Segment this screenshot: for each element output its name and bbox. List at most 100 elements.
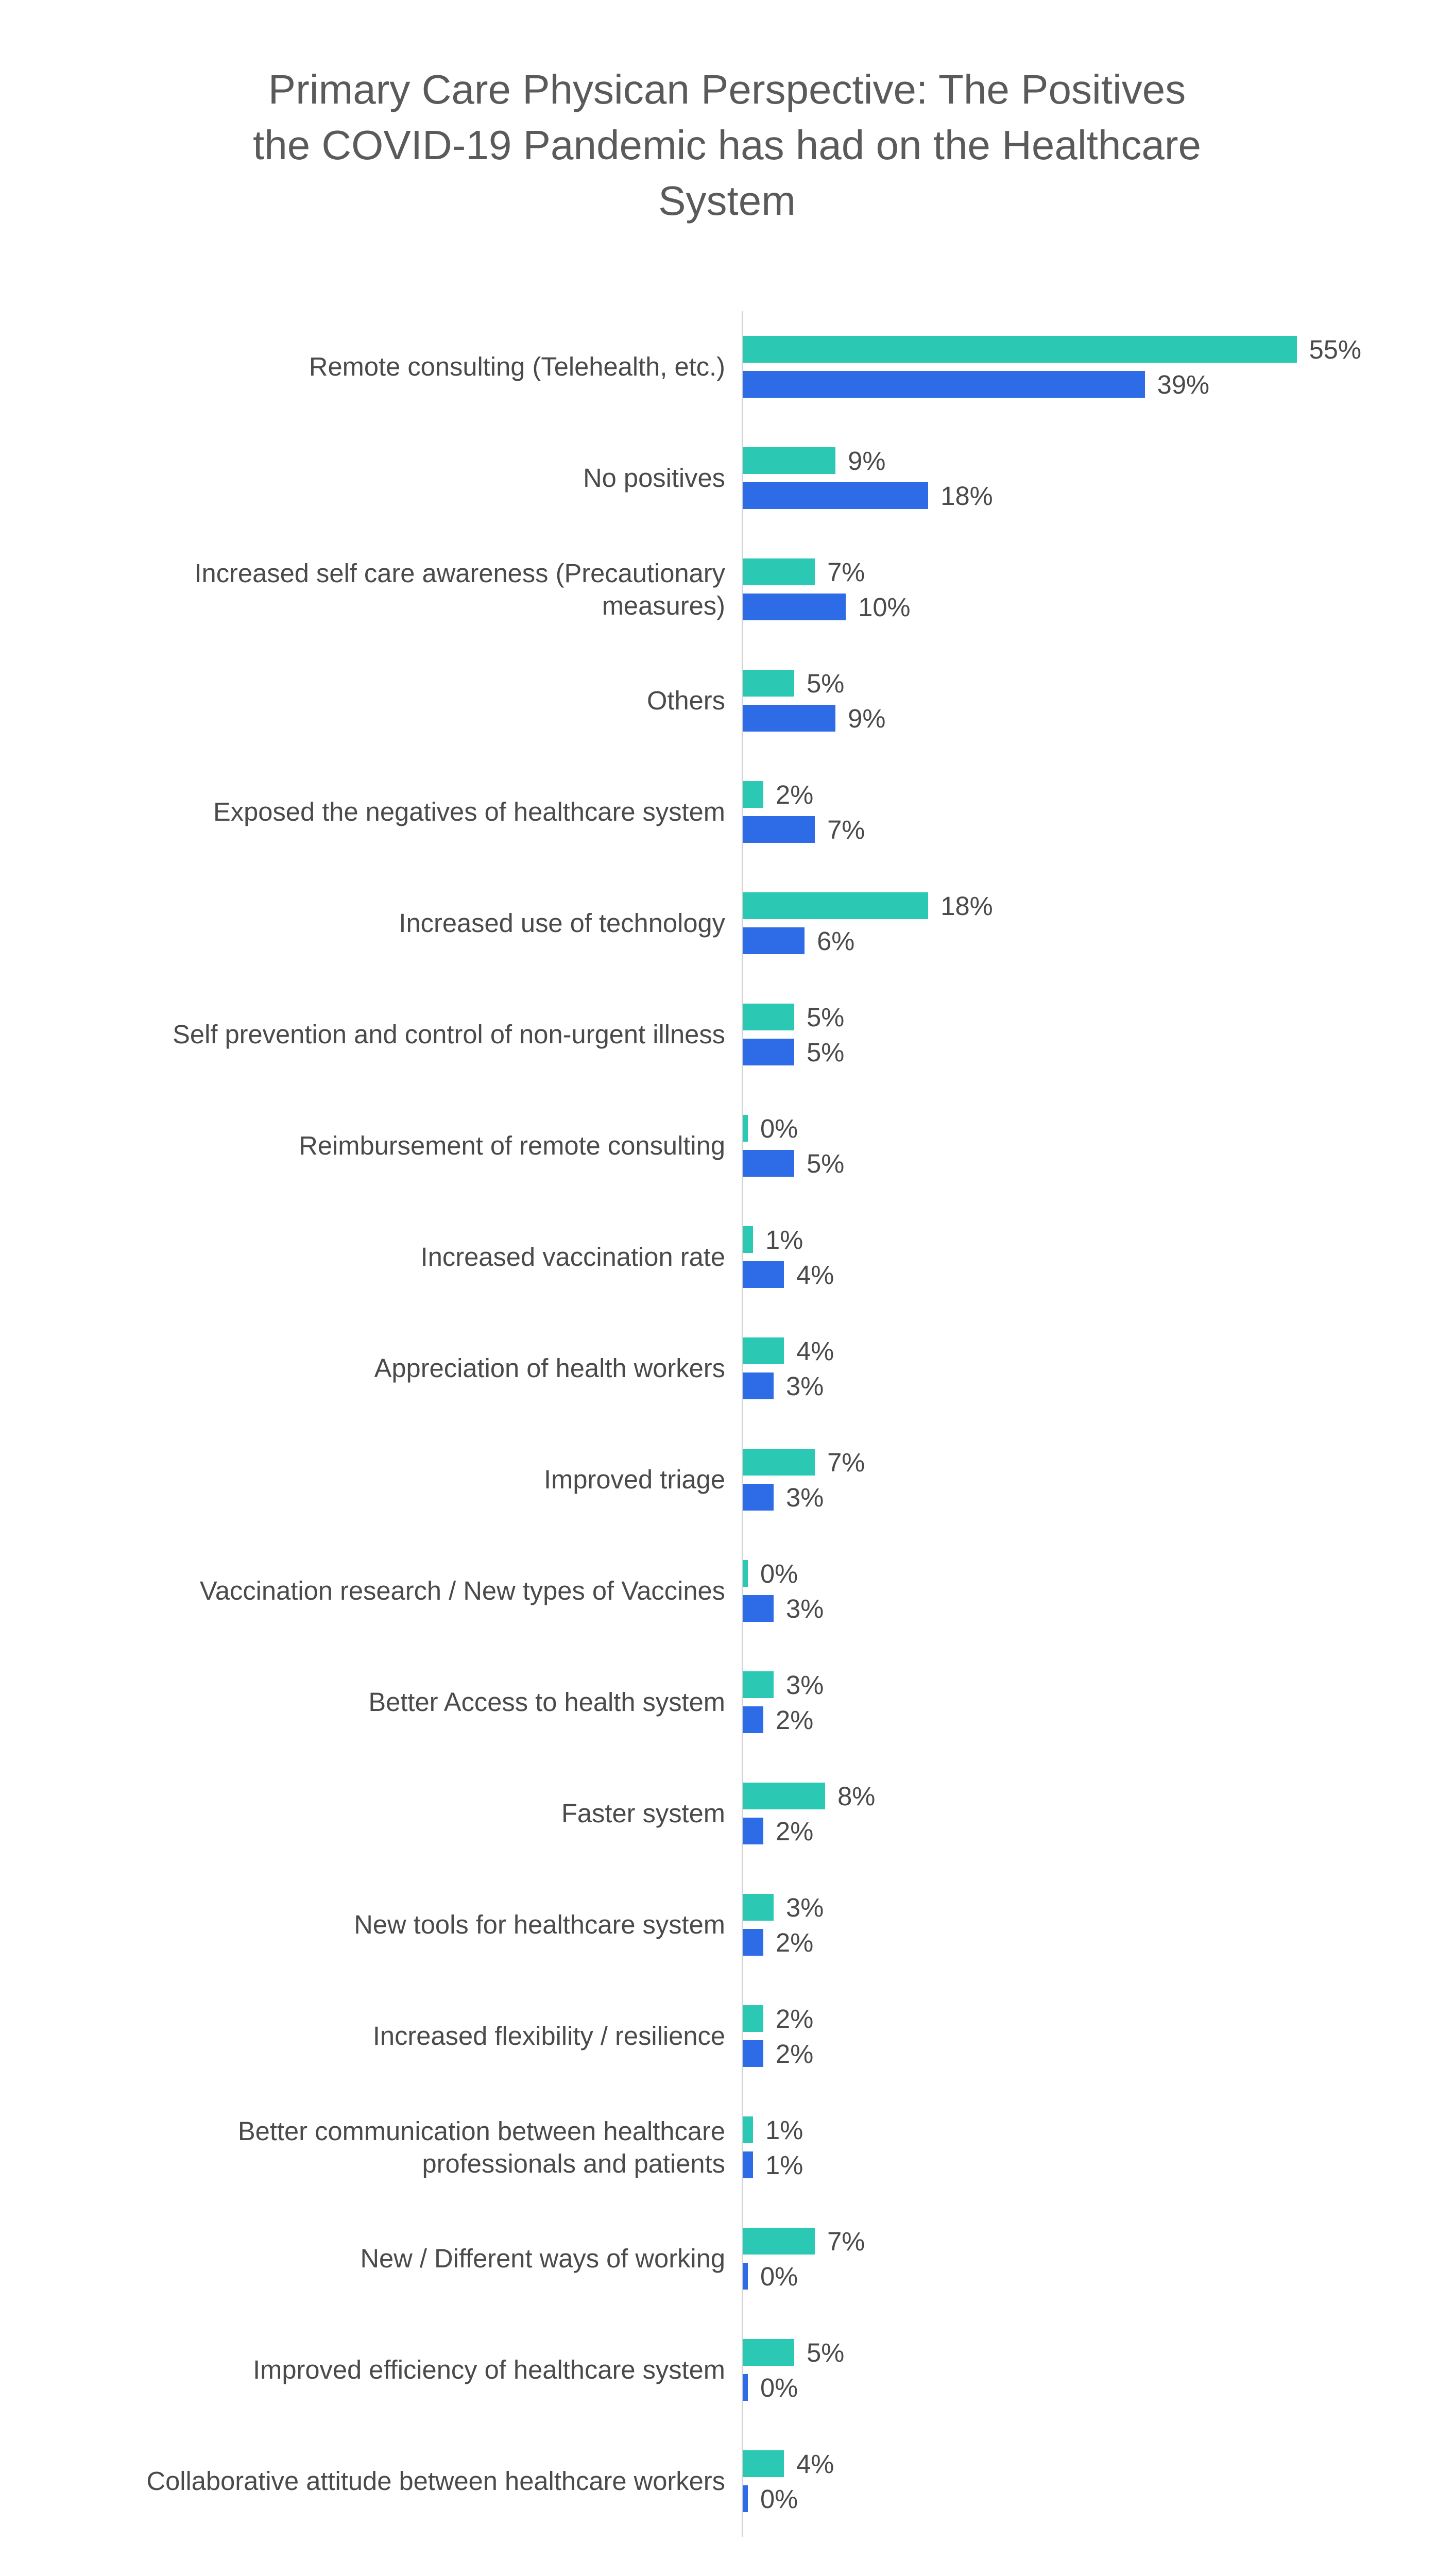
category-label: Better Access to health system [93,1686,742,1718]
bar-line-us: 5% [743,1150,1361,1177]
bar-line-uk: 55% [743,336,1361,363]
bar-line-uk: 5% [743,1004,1361,1030]
bar-us [743,1706,763,1733]
bar-line-uk: 3% [743,1671,1361,1698]
category-label: Remote consulting (Telehealth, etc.) [93,350,742,383]
value-label-uk: 0% [760,1113,798,1144]
category-row: Better Access to health system 3% 2% [93,1647,1361,1758]
bar-line-us: 2% [743,1818,1361,1844]
bar-uk [743,558,815,585]
bar-line-us: 6% [743,927,1361,954]
bars-column: 7%10% [742,534,1361,645]
bar-line-us: 7% [743,816,1361,843]
category-label: Increased use of technology [93,907,742,939]
category-row: Increased self care awareness (Precautio… [93,534,1361,645]
value-label-uk: 7% [827,557,865,587]
bar-us [743,1039,794,1065]
category-row: Improved triage7%3% [93,1424,1361,1535]
bar-line-us: 9% [743,705,1361,732]
bar-uk [743,2228,815,2255]
bar-uk [743,1783,825,1809]
bar-line-uk: 5% [743,2339,1361,2366]
bar-us [743,1595,774,1622]
category-label: Increased flexibility / resilience [93,2020,742,2052]
bar-line-uk: 7% [743,1449,1361,1476]
bar-us [743,594,846,620]
bar-line-us: 18% [743,482,1361,509]
value-label-us: 18% [940,481,993,511]
bars-column: 5%0% [742,2314,1361,2426]
value-label-uk: 0% [760,1558,798,1589]
bar-line-us: 2% [743,1706,1361,1733]
value-label-uk: 7% [827,1447,865,1478]
category-row: Remote consulting (Telehealth, etc.)55% 3… [93,311,1361,422]
bar-uk [743,2005,763,2032]
bar-us [743,705,835,732]
bar-line-uk: 9% [743,447,1361,474]
category-label: Exposed the negatives of healthcare syst… [93,795,742,828]
category-row: New / Different ways of working7%0% [93,2203,1361,2314]
bars-column: 4%0% [742,2426,1361,2537]
bar-line-us: 3% [743,1595,1361,1622]
category-label: Faster system [93,1797,742,1829]
bar-us [743,2485,748,2512]
bar-us [743,816,815,843]
value-label-us: 5% [807,1037,844,1067]
bar-us [743,927,805,954]
bar-uk [743,2339,794,2366]
category-row: Self prevention and control of non-urgen… [93,979,1361,1090]
bar-line-uk: 2% [743,781,1361,808]
category-label: Reimbursement of remote consulting [93,1129,742,1162]
bars-column: 1%4% [742,1201,1361,1313]
bar-line-uk: 0% [743,1115,1361,1142]
bar-line-uk: 7% [743,558,1361,585]
bar-line-uk: 8% [743,1783,1361,1809]
value-label-uk: 8% [837,1781,875,1811]
bar-line-us: 5% [743,1039,1361,1065]
bar-line-us: 0% [743,2374,1361,2401]
value-label-us: 4% [796,1260,834,1290]
bar-uk [743,2116,753,2143]
category-label: Self prevention and control of non-urgen… [93,1018,742,1050]
value-label-us: 7% [827,815,865,845]
bars-column: 2%2% [742,1980,1361,2092]
value-label-uk: 4% [796,1336,834,1366]
value-label-uk: 3% [786,1670,824,1700]
bars-column: 2%7% [742,756,1361,868]
value-label-us: 6% [817,926,854,956]
bars-column: 5%5% [742,979,1361,1090]
bar-uk [743,1560,748,1587]
value-label-uk: 1% [765,2115,803,2145]
value-label-us: 1% [765,2150,803,2180]
value-label-us: 3% [786,1594,824,1624]
value-label-us: 39% [1157,369,1209,400]
category-label: Appreciation of health workers [93,1352,742,1384]
bar-line-uk: 1% [743,1226,1361,1253]
bars-column: 9%18% [742,422,1361,534]
bar-uk [743,781,763,808]
bars-column: 7%3% [742,1424,1361,1535]
category-row: Collaborative attitude between healthcar… [93,2426,1361,2537]
bar-us [743,2040,763,2067]
value-label-us: 0% [760,2484,798,2514]
category-label: Vaccination research / New types of Vacc… [93,1574,742,1607]
bar-line-us: 4% [743,1261,1361,1288]
bar-uk [743,892,928,919]
plot-area: Remote consulting (Telehealth, etc.)55% 3… [93,311,1361,2537]
value-label-us: 2% [776,1705,813,1735]
bar-uk [743,1004,794,1030]
bar-us [743,2151,753,2178]
value-label-uk: 5% [807,668,844,699]
category-row: Increased use of technology18%6% [93,868,1361,979]
value-label-uk: 4% [796,2449,834,2479]
value-label-us: 10% [858,592,910,622]
category-label: No positives [93,462,742,494]
category-label: Improved efficiency of healthcare system [93,2353,742,2386]
value-label-uk: 7% [827,2226,865,2257]
value-label-us: 0% [760,2261,798,2292]
bar-uk [743,1115,748,1142]
bar-line-us: 3% [743,1372,1361,1399]
category-row: Reimbursement of remote consulting 0% 5% [93,1090,1361,1201]
bar-uk [743,447,835,474]
category-row: Others5%9% [93,645,1361,756]
